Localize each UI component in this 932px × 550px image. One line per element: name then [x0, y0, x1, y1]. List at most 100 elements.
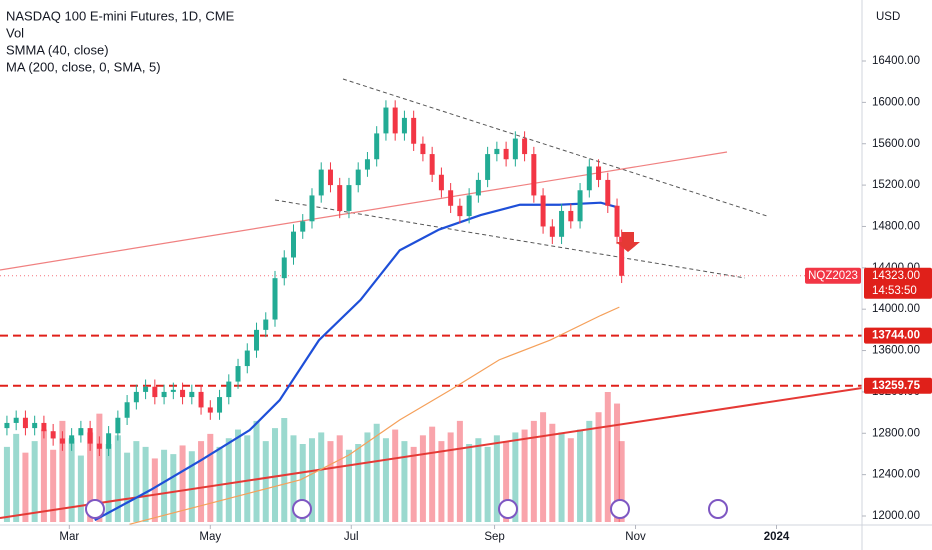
candle-body	[619, 236, 625, 276]
volume-bar	[198, 441, 205, 522]
y-tick-label: 14800.00	[872, 220, 920, 232]
candle-body	[254, 329, 260, 351]
currency[interactable]: USD	[876, 11, 900, 23]
volume-bar	[373, 423, 380, 522]
y-tick-label: 12000.00	[872, 510, 920, 522]
candle-body	[180, 389, 186, 398]
candle-body	[531, 154, 537, 196]
candle-body	[337, 185, 343, 211]
candle-body	[355, 169, 361, 186]
candle-body	[559, 210, 565, 237]
volume-bar	[253, 420, 260, 522]
candle-body	[512, 138, 518, 160]
candle-body	[577, 190, 583, 222]
candle-body	[346, 185, 352, 211]
event-icon[interactable]	[498, 499, 518, 519]
candle-body	[78, 428, 84, 436]
candle-body	[522, 138, 528, 155]
volume-bar	[318, 432, 325, 522]
volume-bar	[521, 429, 528, 522]
volume-bar	[151, 458, 158, 522]
price-badges: 13744.00 13259.75 14323.00 14:53:50 NQZ2023	[805, 267, 932, 394]
volume-bar	[77, 455, 84, 522]
candle-body	[263, 319, 269, 330]
volume-bar	[225, 438, 232, 522]
candle-body	[217, 397, 223, 413]
candle-body	[189, 391, 195, 398]
candle-body	[540, 195, 546, 227]
volume-bar	[604, 392, 611, 522]
legend-item: MA (200, close, 0, SMA, 5)	[6, 59, 161, 74]
candle-body	[32, 422, 38, 429]
y-tick-label: 16400.00	[872, 55, 920, 67]
volume-bar	[281, 418, 288, 522]
volume-bar	[345, 449, 352, 522]
candle-body	[429, 154, 435, 175]
candle-body	[503, 148, 509, 160]
volume-bar	[447, 432, 454, 522]
volume-bar	[3, 446, 10, 522]
candle-body	[106, 433, 112, 449]
candle-body	[466, 195, 472, 217]
candle-body	[69, 435, 75, 444]
candle-body	[96, 443, 102, 449]
x-tick-label: 2024	[764, 531, 790, 543]
candle-body	[300, 221, 306, 232]
event-icon[interactable]	[85, 499, 105, 519]
candle-body	[596, 166, 602, 180]
volume-bar	[540, 412, 547, 522]
volume-bar	[614, 403, 621, 522]
candle-body	[13, 417, 19, 423]
x-tick-label: Mar	[59, 531, 79, 543]
event-icon[interactable]	[708, 499, 728, 519]
candle-body	[401, 117, 407, 134]
candle-body	[161, 391, 167, 398]
candle-body	[198, 391, 204, 408]
legend-volume: Vol	[6, 25, 24, 40]
volume-bar	[87, 432, 94, 522]
volume-bar	[179, 445, 186, 522]
price-line-badge-bg	[864, 327, 932, 344]
volume-bar	[327, 441, 334, 522]
candle-body	[605, 179, 611, 206]
event-icon[interactable]	[610, 499, 630, 519]
volume-bar	[410, 446, 417, 522]
volume-bar	[68, 438, 75, 522]
candle-body	[448, 190, 454, 206]
candle-body	[115, 417, 121, 434]
sell-arrow	[616, 232, 640, 252]
candle-body	[22, 417, 28, 429]
y-tick-label: 15200.00	[872, 179, 920, 191]
candle-body	[124, 402, 130, 418]
candle-body	[226, 381, 232, 398]
volume-bar	[170, 454, 177, 522]
symbol-label: NQZ2023	[808, 270, 858, 282]
candle-body	[392, 107, 398, 134]
candle-body	[59, 438, 65, 444]
candle-body	[281, 257, 287, 279]
candle-body	[568, 210, 574, 222]
candle-body	[170, 389, 176, 392]
price-line-label: 13259.75	[872, 380, 921, 392]
volume-bar	[618, 441, 625, 522]
candle-body	[143, 386, 149, 392]
candle-body	[438, 174, 444, 191]
volume-bar	[475, 438, 482, 522]
volume-bar	[272, 428, 279, 522]
candle-body	[586, 166, 592, 191]
volume-bar	[456, 420, 463, 522]
y-tick-label: 15600.00	[872, 138, 920, 150]
volume-bar	[105, 444, 112, 522]
candle-body	[549, 226, 555, 237]
volume-bar	[401, 441, 408, 522]
legend-item: SMMA (40, close)	[6, 42, 109, 57]
volume-bar	[59, 420, 66, 522]
x-tick-label: Jul	[344, 531, 359, 543]
price-pane	[0, 100, 862, 525]
candle-body	[494, 148, 500, 155]
volume-bar	[382, 438, 389, 522]
candle-body	[420, 143, 426, 155]
event-icon[interactable]	[292, 499, 312, 519]
